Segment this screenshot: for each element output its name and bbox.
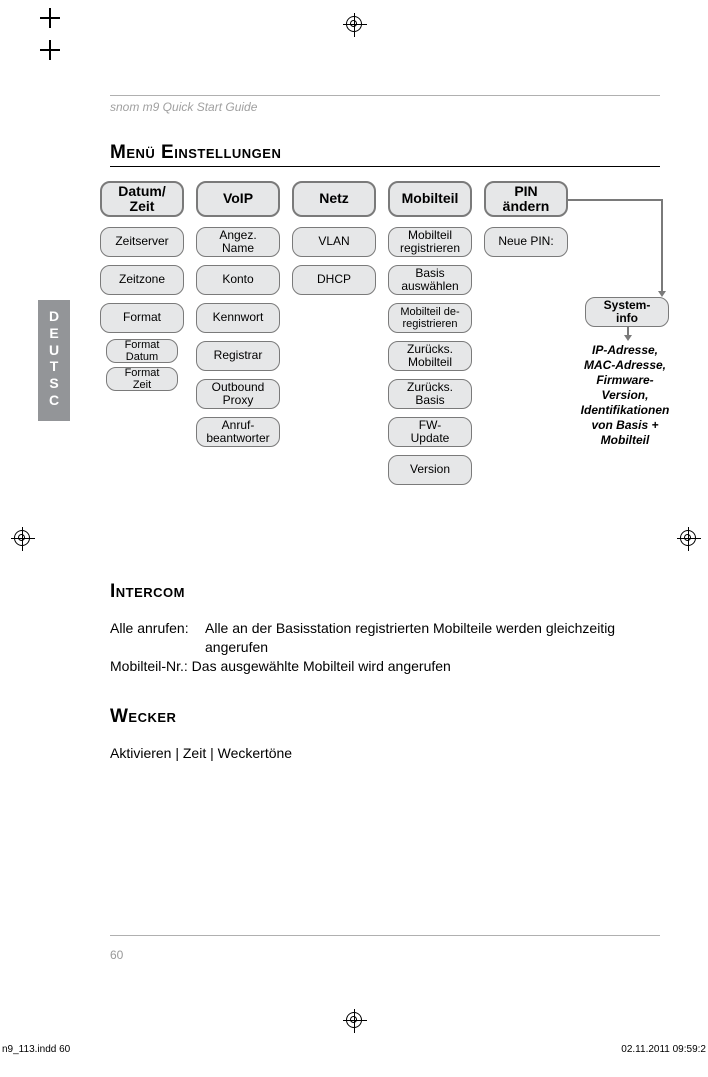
section-intercom-title: Intercom — [110, 581, 660, 605]
menu-top-netz: Netz — [292, 181, 376, 217]
menu-item: Mobilteil de- registrieren — [388, 303, 472, 333]
page-content: snom m9 Quick Start Guide Menü Einstellu… — [110, 95, 660, 763]
print-timestamp: 02.11.2011 09:59:2 — [621, 1044, 706, 1055]
menu-item: Version — [388, 455, 472, 485]
menu-item: Angez. Name — [196, 227, 280, 257]
menu-item: Zeitzone — [100, 265, 184, 295]
menu-top-mobilteil: Mobilteil — [388, 181, 472, 217]
menu-item-small: Format Datum — [106, 339, 178, 363]
intercom-row2: Mobilteil-Nr.: Das ausgewählte Mobilteil… — [110, 657, 660, 676]
registration-dot — [350, 20, 357, 27]
crop-mark — [40, 40, 60, 60]
wecker-body: Aktivieren | Zeit | Weckertöne — [110, 744, 660, 763]
intercom-text: Alle an der Basisstation registrierten M… — [205, 619, 660, 657]
menu-item: DHCP — [292, 265, 376, 295]
footer-rule — [110, 935, 660, 936]
crop-mark — [40, 8, 60, 28]
menu-item: VLAN — [292, 227, 376, 257]
page-number: 60 — [110, 948, 123, 962]
system-info-node: System- info — [585, 297, 669, 327]
menu-item: Zeitserver — [100, 227, 184, 257]
menu-item: FW- Update — [388, 417, 472, 447]
menu-item: Registrar — [196, 341, 280, 371]
menu-item: Basis auswählen — [388, 265, 472, 295]
menu-item: Mobilteil registrieren — [388, 227, 472, 257]
menu-top-voip: VoIP — [196, 181, 280, 217]
language-tab: D E U T S C — [38, 300, 70, 421]
header-rule — [110, 95, 660, 96]
indd-filename: n9_113.indd 60 — [2, 1044, 70, 1055]
intercom-label: Alle anrufen: — [110, 619, 205, 657]
menu-diagram: Datum/ Zeit VoIP Netz Mobilteil PIN ände… — [100, 181, 660, 581]
menu-item: Outbound Proxy — [196, 379, 280, 409]
menu-top-datum: Datum/ Zeit — [100, 181, 184, 217]
registration-dot — [684, 534, 691, 541]
registration-dot — [18, 534, 25, 541]
system-info-text: IP-Adresse, MAC-Adresse, Firmware- Versi… — [560, 343, 690, 448]
registration-dot — [350, 1016, 357, 1023]
guide-title: snom m9 Quick Start Guide — [110, 100, 660, 114]
menu-item: Neue PIN: — [484, 227, 568, 257]
menu-item: Konto — [196, 265, 280, 295]
menu-item: Zurücks. Basis — [388, 379, 472, 409]
menu-item: Kennwort — [196, 303, 280, 333]
section-menu-title: Menü Einstellungen — [110, 142, 660, 167]
menu-item: Format — [100, 303, 184, 333]
menu-top-pin: PIN ändern — [484, 181, 568, 217]
menu-item: Zurücks. Mobilteil — [388, 341, 472, 371]
section-wecker-title: Wecker — [110, 706, 660, 730]
menu-item: Anruf- beantworter — [196, 417, 280, 447]
intercom-body: Alle anrufen: Alle an der Basisstation r… — [110, 619, 660, 676]
menu-item-small: Format Zeit — [106, 367, 178, 391]
